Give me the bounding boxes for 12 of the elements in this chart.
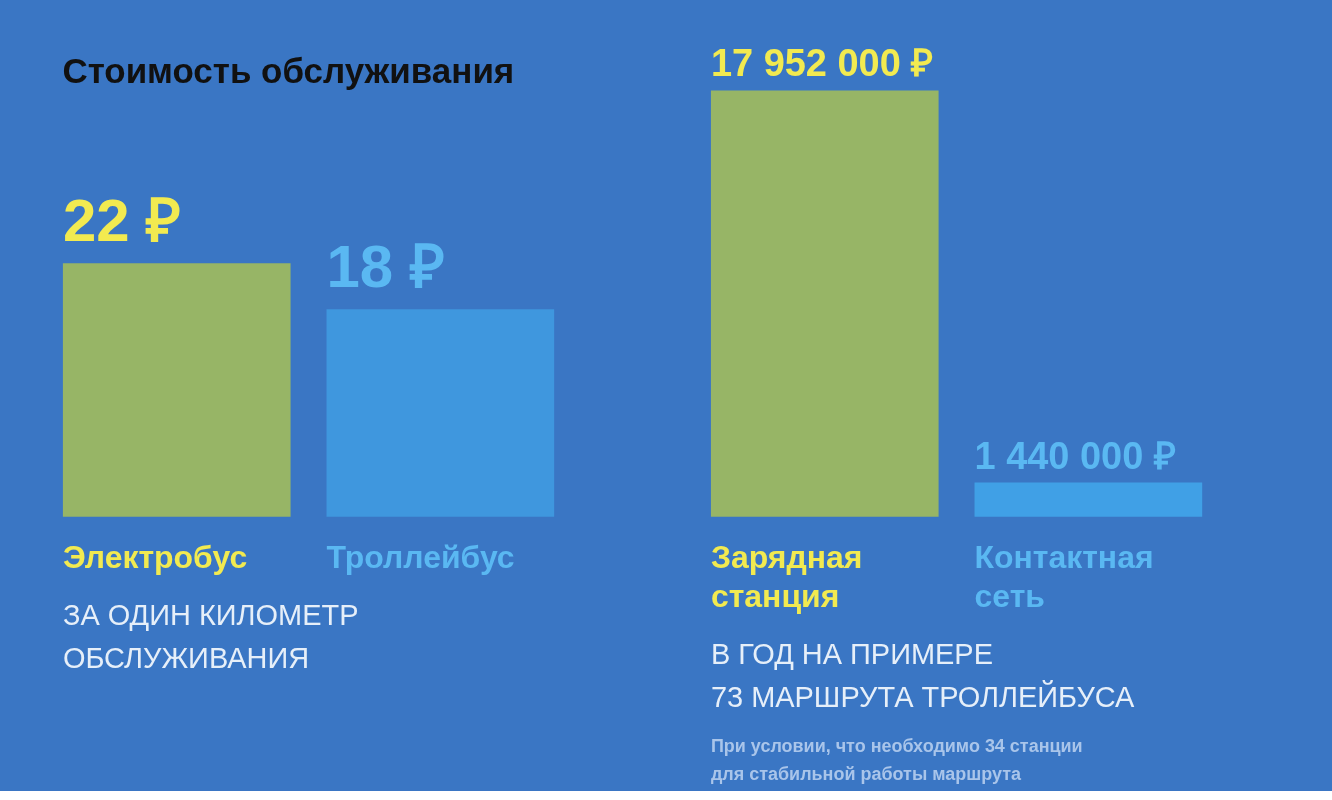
chart-title: Стоимость обслуживания [62,51,515,91]
text: ЗА ОДИН КИЛОМЕТР ОБСЛУЖИВАНИЯ [62,598,359,674]
data-label: 1 440 000 ₽ [974,434,1176,477]
data-label: 17 952 000 ₽ [710,42,934,85]
data-label: 22 ₽ [62,187,182,255]
x-tick-label: Троллейбус [326,539,515,576]
x-tick-label: Электробус [62,539,248,576]
data-label: 18 ₽ [326,233,445,301]
text: При условии, что необходимо 34 станции для стабильной работы маршрута [710,736,1083,785]
text: В ГОД НА ПРИМЕРЕ 73 МАРШРУТА ТРОЛЛЕЙБУСА [710,637,1136,713]
x-tick-label: Контактная сеть [974,539,1154,615]
x-tick-label: Зарядная станция [710,539,863,615]
